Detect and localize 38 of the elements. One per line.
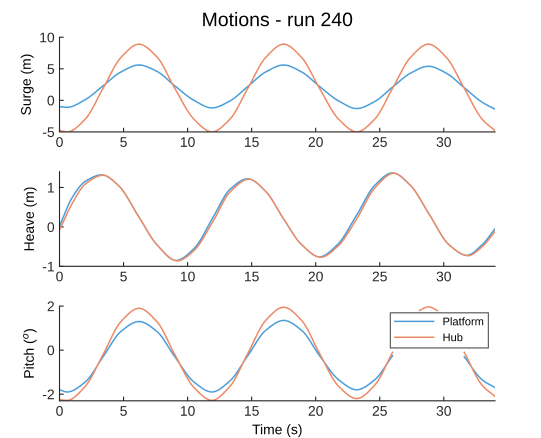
y-tick-label: -5 — [42, 127, 54, 138]
x-tick-label: 20 — [308, 406, 323, 416]
x-tick-label: 5 — [120, 406, 127, 416]
x-tick-label: 15 — [244, 272, 259, 282]
x-tick-label: 0 — [56, 137, 63, 147]
legend-label: Hub — [443, 333, 462, 342]
x-tick-label: 5 — [120, 137, 127, 147]
y-tick-label: 5 — [47, 64, 54, 74]
y-axis-title: Pitch ($^{o}$) — [22, 329, 37, 378]
y-axis-title: Surge (m) — [20, 54, 34, 115]
y-tick-label: 0 — [47, 222, 54, 232]
x-tick-label: 10 — [180, 406, 195, 416]
y-tick-label: 10 — [40, 32, 54, 42]
x-tick-label: 25 — [372, 137, 387, 147]
y-tick-label: 0 — [47, 345, 54, 356]
y-tick-label: 2 — [48, 301, 54, 312]
x-axis-title: Time (s) — [252, 424, 302, 438]
x-tick-label: 20 — [308, 137, 323, 147]
x-tick-label: 25 — [372, 272, 387, 282]
x-tick-label: 15 — [244, 137, 259, 147]
x-tick-label: 0 — [56, 406, 63, 416]
y-tick-label: 1 — [48, 182, 54, 192]
x-tick-label: 25 — [372, 406, 387, 416]
chart-title: Motions - run 240 — [203, 12, 352, 26]
x-tick-label: 30 — [436, 137, 451, 147]
x-tick-label: 5 — [120, 272, 127, 282]
y-tick-label: -2 — [42, 390, 54, 400]
x-tick-label: 10 — [180, 137, 195, 147]
y-axis-title: Heave (m) — [24, 187, 37, 250]
x-tick-label: 20 — [308, 272, 323, 282]
x-tick-label: 15 — [244, 406, 259, 416]
legend-label: Platform — [443, 317, 484, 326]
y-tick-label: -1 — [42, 262, 54, 272]
y-tick-label: 0 — [47, 96, 54, 106]
x-tick-label: 10 — [180, 272, 195, 282]
x-tick-label: 30 — [436, 406, 451, 416]
x-tick-label: 0 — [56, 272, 63, 282]
x-tick-label: 30 — [436, 272, 451, 282]
